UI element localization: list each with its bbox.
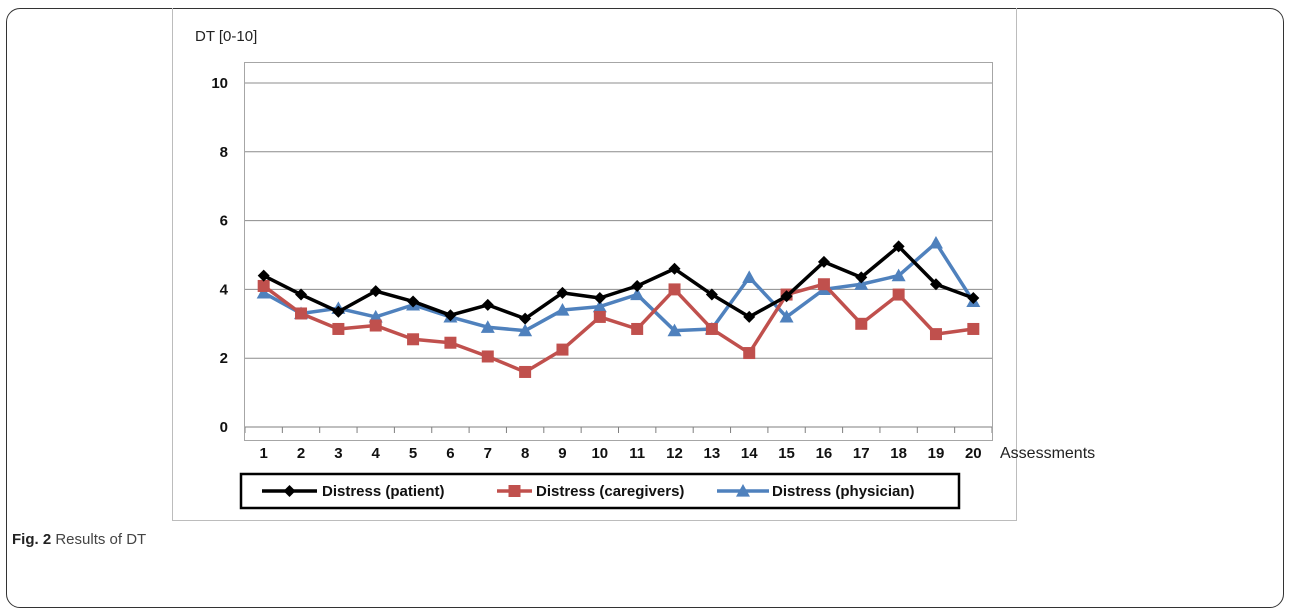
data-point-distress-caregivers — [556, 343, 569, 356]
data-point-distress-physician — [891, 268, 906, 282]
data-point-distress-physician — [667, 323, 682, 337]
data-point-distress-physician — [779, 309, 794, 323]
caption-label: Fig. 2 — [12, 531, 52, 548]
x-tick-label: 19 — [928, 445, 945, 462]
data-point-distress-caregivers — [929, 328, 942, 341]
data-point-distress-physician — [742, 270, 757, 283]
series-line-distress-patient — [262, 244, 974, 321]
data-point-distress-caregivers — [519, 365, 532, 378]
x-axis-title: Assessments — [1000, 445, 1095, 462]
x-tick-label: 15 — [778, 445, 795, 462]
series-line-distress-physician — [262, 241, 975, 333]
data-point-distress-patient — [817, 255, 830, 268]
data-point-distress-caregivers — [631, 322, 644, 335]
data-point-distress-caregivers — [369, 319, 382, 332]
y-tick-label: 0 — [220, 419, 228, 436]
y-tick-label: 2 — [220, 350, 228, 367]
data-point-distress-caregivers — [817, 278, 830, 291]
data-point-distress-patient — [892, 240, 905, 253]
data-point-distress-physician — [256, 285, 271, 299]
data-point-distress-caregivers — [967, 322, 980, 335]
data-point-distress-patient — [668, 262, 681, 275]
data-point-distress-patient — [631, 279, 644, 292]
y-axis-title: DT [0-10] — [195, 28, 257, 45]
plot-area-border — [244, 62, 993, 441]
legend-label: Distress (patient) — [322, 483, 445, 500]
data-point-distress-patient — [481, 298, 494, 311]
data-point-distress-caregivers — [481, 350, 494, 363]
data-point-distress-caregivers — [892, 288, 905, 301]
legend-marker — [736, 484, 750, 497]
data-point-distress-patient — [519, 312, 532, 325]
legend-label: Distress (physician) — [772, 483, 915, 500]
y-tick-label: 8 — [220, 144, 228, 161]
x-tick-label: 10 — [591, 445, 608, 462]
x-tick-label: 14 — [741, 445, 758, 462]
legend: Distress (patient) Distress (caregivers) D… — [239, 472, 961, 510]
data-point-distress-patient — [855, 271, 868, 284]
data-point-distress-physician — [518, 323, 533, 337]
x-tick-label: 8 — [521, 445, 529, 462]
data-point-distress-patient — [929, 278, 942, 291]
x-tick-label: 18 — [890, 445, 907, 462]
data-point-distress-patient — [593, 292, 606, 304]
data-point-distress-caregivers — [407, 333, 420, 346]
data-point-distress-caregivers — [444, 336, 457, 349]
x-tick-label: 12 — [666, 445, 683, 462]
x-tick-label: 20 — [965, 445, 982, 462]
x-tick-label: 2 — [297, 445, 305, 462]
data-point-distress-patient — [743, 310, 756, 323]
y-tick-label: 6 — [220, 213, 228, 230]
data-point-distress-physician — [368, 309, 383, 323]
data-point-distress-caregivers — [668, 283, 681, 296]
data-point-distress-caregivers — [705, 322, 718, 335]
data-point-distress-physician — [854, 277, 869, 290]
data-point-distress-caregivers — [295, 307, 308, 320]
data-point-distress-physician — [592, 299, 607, 313]
legend-label: Distress (caregivers) — [536, 483, 684, 500]
y-tick-label: 10 — [211, 75, 228, 92]
x-tick-label: 5 — [409, 445, 417, 462]
data-point-distress-physician — [555, 303, 570, 316]
data-point-distress-patient — [705, 288, 718, 301]
y-tick-label: 4 — [220, 281, 229, 298]
legend-marker — [508, 485, 521, 497]
data-point-distress-caregivers — [743, 347, 756, 360]
x-tick-label: 1 — [260, 445, 268, 462]
data-point-distress-patient — [369, 285, 382, 298]
x-tick-label: 7 — [484, 445, 492, 462]
x-tick-label: 6 — [446, 445, 454, 462]
data-point-distress-caregivers — [855, 317, 868, 330]
series-line-distress-caregivers — [262, 282, 974, 374]
legend-marker — [283, 485, 296, 497]
data-point-distress-physician — [480, 320, 495, 333]
data-point-distress-physician — [928, 235, 943, 249]
chart-border — [172, 8, 1017, 521]
x-tick-label: 16 — [816, 445, 833, 462]
data-point-distress-patient — [444, 309, 457, 322]
x-tick-label: 4 — [372, 445, 381, 462]
x-tick-label: 13 — [704, 445, 721, 462]
x-tick-label: 11 — [629, 445, 645, 462]
data-point-distress-physician — [630, 287, 645, 301]
x-tick-label: 17 — [853, 445, 870, 462]
data-point-distress-caregivers — [593, 310, 606, 323]
data-point-distress-patient — [780, 290, 793, 303]
data-point-distress-patient — [295, 288, 308, 301]
data-point-distress-caregivers — [332, 322, 345, 335]
legend-box — [239, 472, 961, 510]
data-point-distress-patient — [257, 269, 270, 282]
figure-caption: Fig. 2 Results of DT — [12, 531, 146, 548]
x-tick-label: 9 — [558, 445, 566, 462]
data-point-distress-caregivers — [257, 279, 270, 292]
data-point-distress-patient — [332, 305, 345, 318]
data-point-distress-patient — [407, 295, 420, 308]
caption-text: Results of DT — [55, 531, 147, 548]
data-point-distress-patient — [967, 292, 980, 304]
data-point-distress-patient — [556, 286, 569, 299]
x-tick-label: 3 — [334, 445, 342, 462]
